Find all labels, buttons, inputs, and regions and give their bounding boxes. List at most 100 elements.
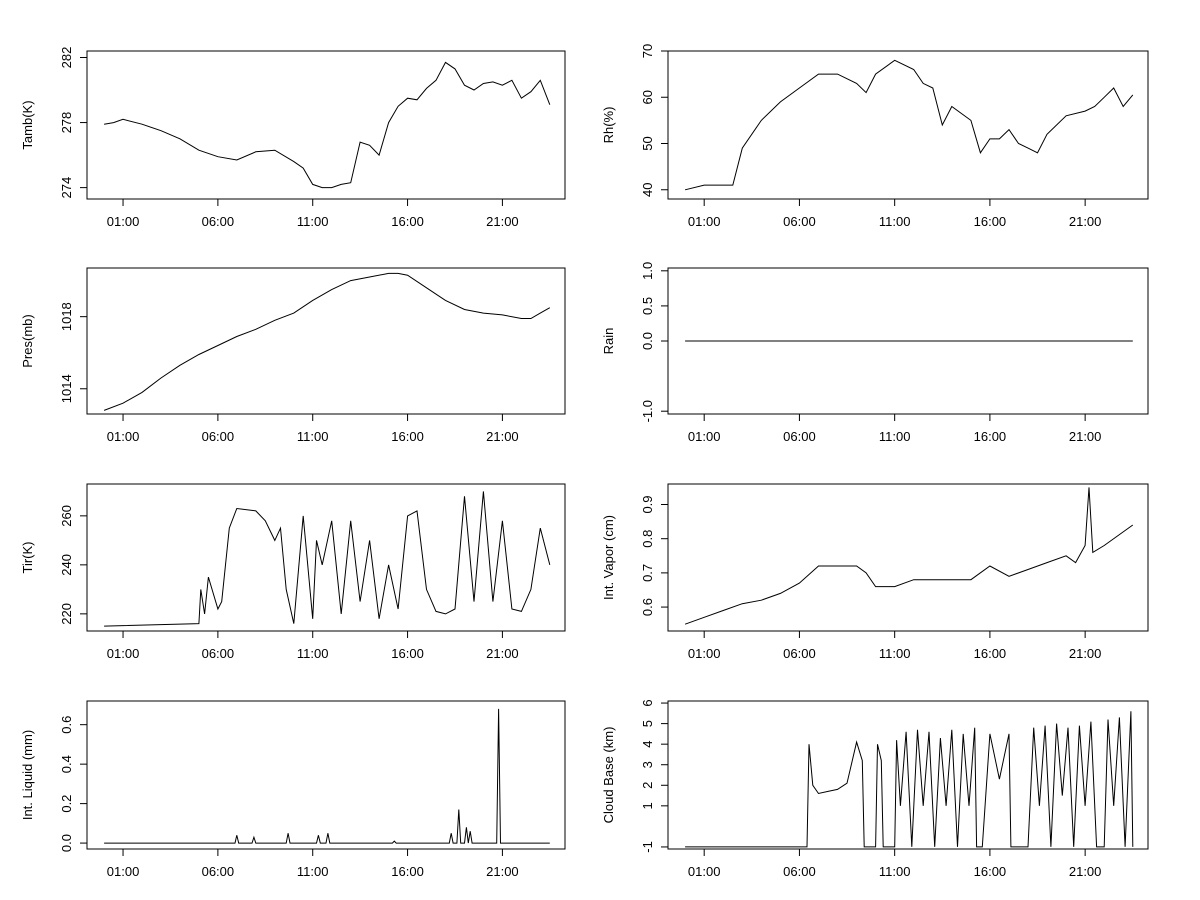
x-tick-label: 16:00 <box>391 864 424 879</box>
x-tick-label: 06:00 <box>783 214 816 229</box>
x-tick-label: 06:00 <box>202 646 235 661</box>
x-tick-label: 11:00 <box>297 864 329 879</box>
x-tick-label: 11:00 <box>879 646 911 661</box>
panel-6: 01:00 06:00 11:00 16:00 21:00 0.6 0.7 0.8 0.9 Int… <box>601 483 1149 661</box>
x-tick-label: 21:00 <box>486 429 519 444</box>
x-tick-label: 21:00 <box>1069 429 1102 444</box>
y-tick-label: 274 <box>59 177 74 199</box>
x-tick-label: 16:00 <box>974 429 1007 444</box>
x-tick-label: 16:00 <box>974 214 1007 229</box>
x-tick-label: 11:00 <box>879 214 911 229</box>
x-tick-label: 21:00 <box>1069 646 1102 661</box>
x-tick-label: 21:00 <box>486 864 519 879</box>
y-axis-label: Rh(%) <box>601 107 616 144</box>
y-tick-label: 0.7 <box>640 564 655 582</box>
x-tick-label: 06:00 <box>202 214 235 229</box>
series-line <box>104 491 551 627</box>
x-tick-label: 01:00 <box>107 864 140 879</box>
y-tick-label: 220 <box>59 603 74 625</box>
x-tick-label: 06:00 <box>783 429 816 444</box>
y-axis-label: Cloud Base (km) <box>601 727 616 824</box>
x-tick-label: 16:00 <box>391 429 424 444</box>
y-tick-label: 5 <box>640 720 655 727</box>
plot-frame <box>667 700 1149 850</box>
y-tick-label: 278 <box>59 112 74 134</box>
x-tick-label: 21:00 <box>1069 864 1102 879</box>
panel-5: 01:00 06:00 11:00 16:00 21:00 220 240 260 Tir(K) <box>20 483 566 661</box>
panel-4: 01:00 06:00 11:00 16:00 21:00 -1.0 0.0 0.5 1.0 Ra… <box>601 262 1149 444</box>
y-axis-label: Int. Liquid (mm) <box>20 730 35 820</box>
y-axis-label: Rain <box>601 328 616 355</box>
x-tick-label: 01:00 <box>107 429 140 444</box>
y-tick-label: 3 <box>640 761 655 768</box>
panel-3: 01:00 06:00 11:00 16:00 21:00 1014 1018 Pres(mb… <box>20 267 566 444</box>
x-tick-label: 16:00 <box>974 864 1007 879</box>
x-tick-label: 11:00 <box>297 429 329 444</box>
series-line <box>685 711 1134 848</box>
x-tick-label: 01:00 <box>107 214 140 229</box>
x-tick-label: 11:00 <box>297 214 329 229</box>
x-tick-label: 21:00 <box>486 646 519 661</box>
y-tick-label: 0.2 <box>59 795 74 813</box>
y-tick-label: 1014 <box>59 374 74 403</box>
x-tick-label: 06:00 <box>783 864 816 879</box>
x-tick-label: 01:00 <box>688 429 721 444</box>
plot-frame <box>86 700 566 850</box>
y-tick-label: -1.0 <box>640 400 655 422</box>
y-tick-label: 4 <box>640 741 655 748</box>
y-tick-label: 0.5 <box>640 297 655 315</box>
x-tick-label: 11:00 <box>297 646 329 661</box>
plot-frame <box>86 483 566 632</box>
x-tick-label: 11:00 <box>879 864 911 879</box>
x-tick-label: 16:00 <box>391 214 424 229</box>
y-tick-label: 0.6 <box>640 598 655 616</box>
y-tick-label: 0.9 <box>640 495 655 513</box>
series-line <box>103 272 551 411</box>
y-tick-label: 282 <box>59 47 74 69</box>
y-tick-label: 40 <box>640 183 655 197</box>
x-tick-label: 06:00 <box>202 864 235 879</box>
panel-7: 01:00 06:00 11:00 16:00 21:00 0.0 0.2 0.4 0.6 Int… <box>20 700 566 879</box>
y-tick-label: 1 <box>640 802 655 809</box>
y-tick-label: 0.4 <box>59 755 74 773</box>
y-tick-label: 1018 <box>59 302 74 331</box>
series-line <box>684 487 1134 625</box>
x-tick-label: 21:00 <box>486 214 519 229</box>
y-tick-label: -1 <box>640 841 655 853</box>
y-tick-label: 240 <box>59 554 74 576</box>
series-line <box>684 59 1134 191</box>
y-axis-label: Tamb(K) <box>20 100 35 149</box>
y-tick-label: 60 <box>640 90 655 104</box>
y-tick-label: 0.8 <box>640 530 655 548</box>
y-tick-label: 0.0 <box>59 834 74 852</box>
x-tick-label: 01:00 <box>688 864 721 879</box>
x-tick-label: 06:00 <box>202 429 235 444</box>
y-tick-label: 260 <box>59 505 74 527</box>
y-tick-label: 0.0 <box>640 332 655 350</box>
y-axis-label: Tir(K) <box>20 541 35 573</box>
x-tick-label: 01:00 <box>688 646 721 661</box>
plot-frame <box>667 483 1149 632</box>
y-tick-label: 2 <box>640 782 655 789</box>
series-line <box>104 708 550 844</box>
panel-8: 01:00 06:00 11:00 16:00 21:00 -1 1 2 3 4 5 6 Cloud B… <box>601 699 1149 879</box>
x-tick-label: 06:00 <box>783 646 816 661</box>
panel-2: 01:00 06:00 11:00 16:00 21:00 40 50 60 70 Rh(%) <box>601 44 1149 229</box>
x-tick-label: 01:00 <box>107 646 140 661</box>
y-tick-label: 1.0 <box>640 262 655 280</box>
panel-1: 01:00 06:00 11:00 16:00 21:00 274 278 282 Tamb(K… <box>20 47 566 229</box>
y-tick-label: 6 <box>640 699 655 706</box>
y-tick-label: 0.6 <box>59 716 74 734</box>
plot-frame <box>86 267 566 415</box>
x-tick-label: 11:00 <box>879 429 911 444</box>
y-tick-label: 50 <box>640 136 655 150</box>
x-tick-label: 16:00 <box>974 646 1007 661</box>
x-tick-label: 21:00 <box>1069 214 1102 229</box>
x-tick-label: 01:00 <box>688 214 721 229</box>
series-line <box>104 61 551 189</box>
x-tick-label: 16:00 <box>391 646 424 661</box>
y-axis-label: Int. Vapor (cm) <box>601 515 616 600</box>
plot-frame <box>86 50 566 200</box>
y-tick-label: 70 <box>640 44 655 58</box>
